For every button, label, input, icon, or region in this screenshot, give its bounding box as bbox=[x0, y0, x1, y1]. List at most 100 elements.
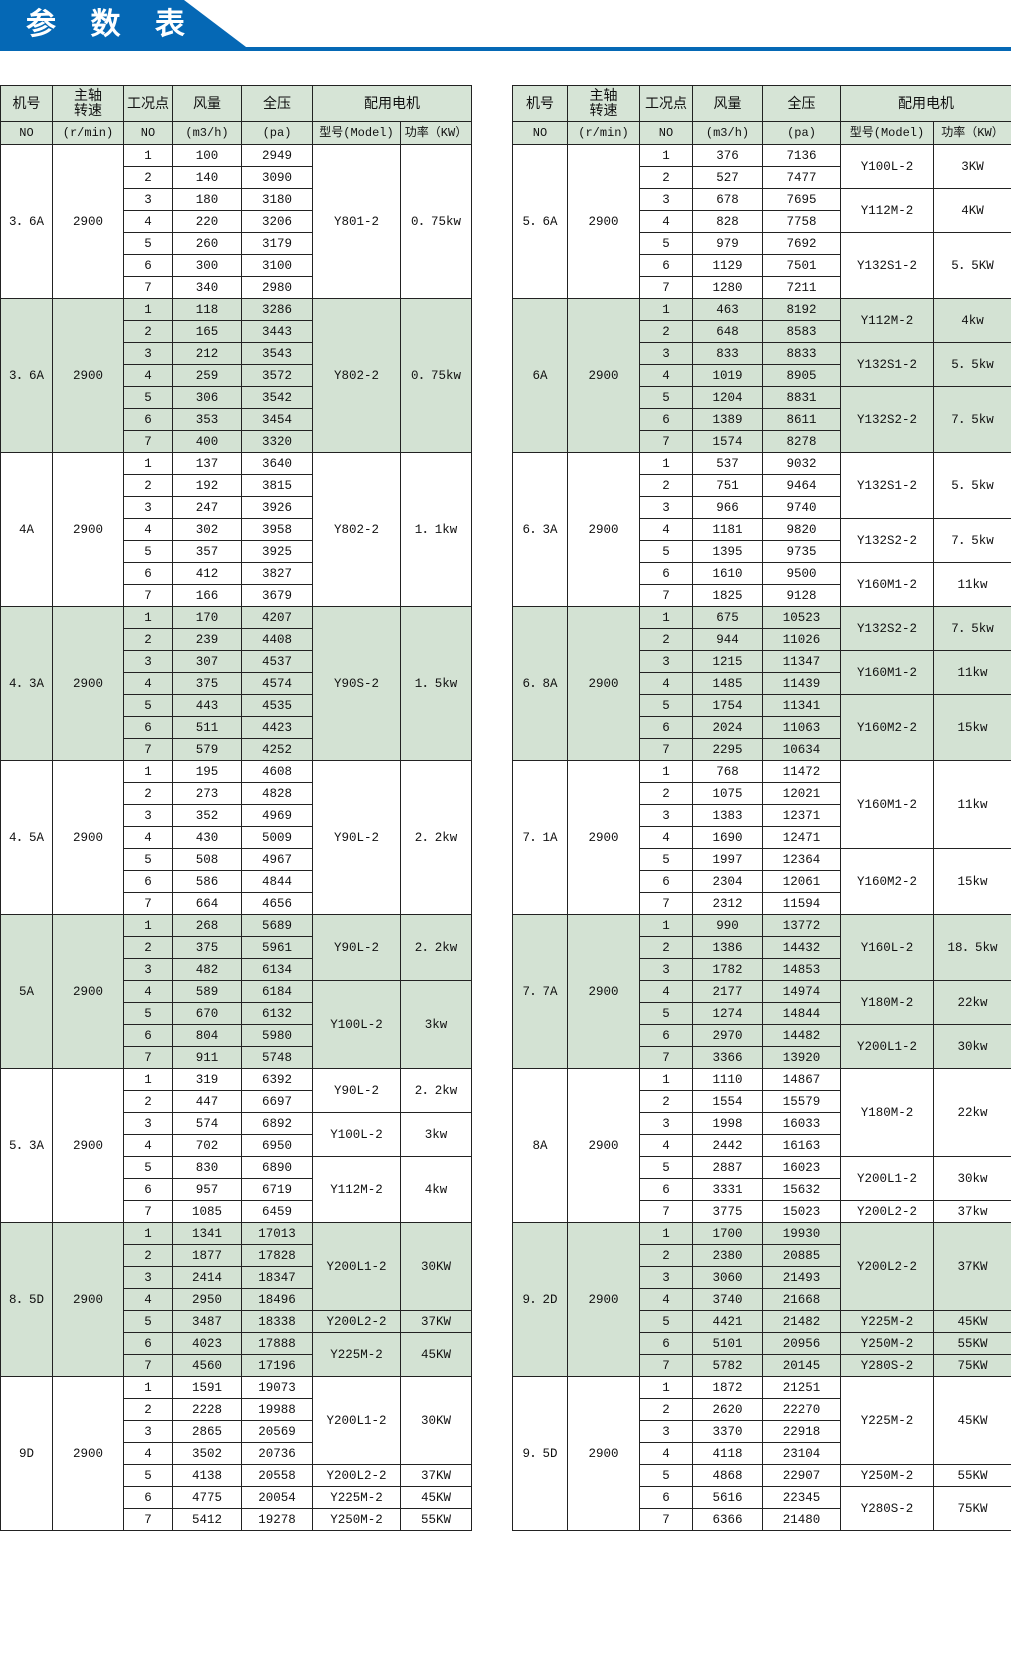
fan-number: 4．5A bbox=[0, 760, 53, 915]
table-row: 6 1129 7501 bbox=[513, 254, 1011, 277]
table-row: 4 430 5009 bbox=[1, 826, 472, 849]
air-flow: 140 bbox=[172, 166, 242, 189]
total-pressure: 3815 bbox=[241, 474, 313, 497]
title-banner: 参 数 表 bbox=[0, 0, 1011, 54]
motor-power: 45KW bbox=[933, 1310, 1011, 1333]
air-flow: 3487 bbox=[172, 1310, 242, 1333]
total-pressure: 12021 bbox=[762, 782, 841, 805]
operating-point: 2 bbox=[123, 936, 173, 959]
air-flow: 482 bbox=[172, 958, 242, 981]
table-row: 6 5101 20956 Y250M-2 55KW bbox=[513, 1332, 1011, 1355]
motor-model: Y200L1-2 bbox=[312, 1376, 401, 1465]
speed-label-line1: 主轴 bbox=[589, 87, 618, 104]
operating-point: 1 bbox=[639, 1068, 693, 1091]
total-pressure: 4537 bbox=[241, 650, 313, 673]
total-pressure: 16023 bbox=[762, 1156, 841, 1179]
operating-point: 4 bbox=[123, 1442, 173, 1465]
operating-point: 5 bbox=[123, 694, 173, 717]
motor-power: 7．5kw bbox=[933, 606, 1011, 651]
table-row: 2 1075 12021 bbox=[513, 782, 1011, 805]
air-flow: 319 bbox=[172, 1068, 242, 1091]
motor-power: 3kw bbox=[400, 980, 472, 1069]
operating-point: 2 bbox=[639, 782, 693, 805]
spindle-speed: 2900 bbox=[567, 1222, 640, 1377]
parameter-table-right: 机号 主轴 转速 工况点 风量 全压 配用电机 NO (r/min) NO (m3/h) (pa) 型号… bbox=[512, 85, 1011, 1531]
fan-number: 4．3A bbox=[0, 606, 53, 761]
table-row: 7 911 5748 bbox=[1, 1046, 472, 1069]
operating-point: 2 bbox=[123, 1244, 173, 1267]
air-flow: 2620 bbox=[692, 1398, 763, 1421]
operating-point: 3 bbox=[123, 1266, 173, 1289]
operating-point: 4 bbox=[639, 672, 693, 695]
air-flow: 957 bbox=[172, 1178, 242, 1201]
motor-model: Y250M-2 bbox=[312, 1508, 401, 1531]
col-header-no: 机号 bbox=[512, 85, 568, 122]
table-row: 4 3740 21668 bbox=[513, 1288, 1011, 1311]
air-flow: 192 bbox=[172, 474, 242, 497]
operating-point: 7 bbox=[123, 738, 173, 761]
table-row: 8A 2900 1 1110 14867 Y180M-2 22kw bbox=[512, 1068, 1011, 1223]
header-row: 机号 主轴 转速 工况点 风量 全压 配用电机 bbox=[512, 85, 1011, 122]
operating-point: 3 bbox=[123, 496, 173, 519]
table-row: 3 3060 21493 bbox=[513, 1266, 1011, 1289]
table-row: 2 239 4408 bbox=[1, 628, 472, 651]
operating-point: 1 bbox=[123, 1222, 173, 1245]
table-row: 3 482 6134 bbox=[1, 958, 472, 981]
operating-point: 6 bbox=[639, 1332, 693, 1355]
motor-model: Y225M-2 bbox=[840, 1310, 934, 1333]
total-pressure: 6719 bbox=[241, 1178, 313, 1201]
air-flow: 1181 bbox=[692, 518, 763, 541]
col-header-speed: 主轴 转速 bbox=[567, 85, 640, 122]
air-flow: 1591 bbox=[172, 1376, 242, 1399]
total-pressure: 6392 bbox=[241, 1068, 313, 1091]
total-pressure: 11347 bbox=[762, 650, 841, 673]
motor-model: Y160M1-2 bbox=[840, 760, 934, 849]
operating-point: 4 bbox=[639, 518, 693, 541]
total-pressure: 3180 bbox=[241, 188, 313, 211]
air-flow: 212 bbox=[172, 342, 242, 365]
operating-point: 3 bbox=[123, 958, 173, 981]
table-row: 7 1825 9128 bbox=[513, 584, 1011, 607]
air-flow: 508 bbox=[172, 848, 242, 871]
fan-number: 3．6A bbox=[0, 144, 53, 299]
total-pressure: 8905 bbox=[762, 364, 841, 387]
air-flow: 375 bbox=[172, 936, 242, 959]
motor-power: 30kw bbox=[933, 1156, 1011, 1201]
total-pressure: 5748 bbox=[241, 1046, 313, 1069]
total-pressure: 9464 bbox=[762, 474, 841, 497]
operating-point: 4 bbox=[123, 1288, 173, 1311]
operating-point: 5 bbox=[123, 1464, 173, 1487]
air-flow: 400 bbox=[172, 430, 242, 453]
motor-power: 2．2kw bbox=[400, 914, 472, 981]
operating-point: 5 bbox=[639, 386, 693, 409]
total-pressure: 6892 bbox=[241, 1112, 313, 1135]
table-row: 5 306 3542 bbox=[1, 386, 472, 409]
air-flow: 1700 bbox=[692, 1222, 763, 1245]
spindle-speed: 2900 bbox=[567, 760, 640, 915]
operating-point: 7 bbox=[123, 1508, 173, 1531]
motor-power: 5．5KW bbox=[933, 232, 1011, 299]
spindle-speed: 2900 bbox=[567, 144, 640, 299]
air-flow: 268 bbox=[172, 914, 242, 937]
operating-point: 4 bbox=[123, 980, 173, 1003]
motor-model: Y200L1-2 bbox=[312, 1222, 401, 1311]
motor-power: 2．2kw bbox=[400, 760, 472, 915]
table-row: 3 212 3543 bbox=[1, 342, 472, 365]
table-row: 5 1204 8831 Y132S2-2 7．5kw bbox=[513, 386, 1011, 453]
motor-power: 22kw bbox=[933, 1068, 1011, 1157]
operating-point: 7 bbox=[123, 1046, 173, 1069]
air-flow: 1872 bbox=[692, 1376, 763, 1399]
speed-label-line2: 转速 bbox=[589, 102, 618, 119]
air-flow: 4023 bbox=[172, 1332, 242, 1355]
total-pressure: 3925 bbox=[241, 540, 313, 563]
air-flow: 1395 bbox=[692, 540, 763, 563]
col-header-motor: 配用电机 bbox=[840, 85, 1011, 122]
total-pressure: 20145 bbox=[762, 1354, 841, 1377]
table-row: 6A 2900 1 463 8192 Y112M-2 4kw bbox=[512, 298, 1011, 453]
operating-point: 2 bbox=[123, 166, 173, 189]
air-flow: 979 bbox=[692, 232, 763, 255]
total-pressure: 14974 bbox=[762, 980, 841, 1003]
air-flow: 2380 bbox=[692, 1244, 763, 1267]
total-pressure: 2980 bbox=[241, 276, 313, 299]
spindle-speed: 2900 bbox=[567, 298, 640, 453]
